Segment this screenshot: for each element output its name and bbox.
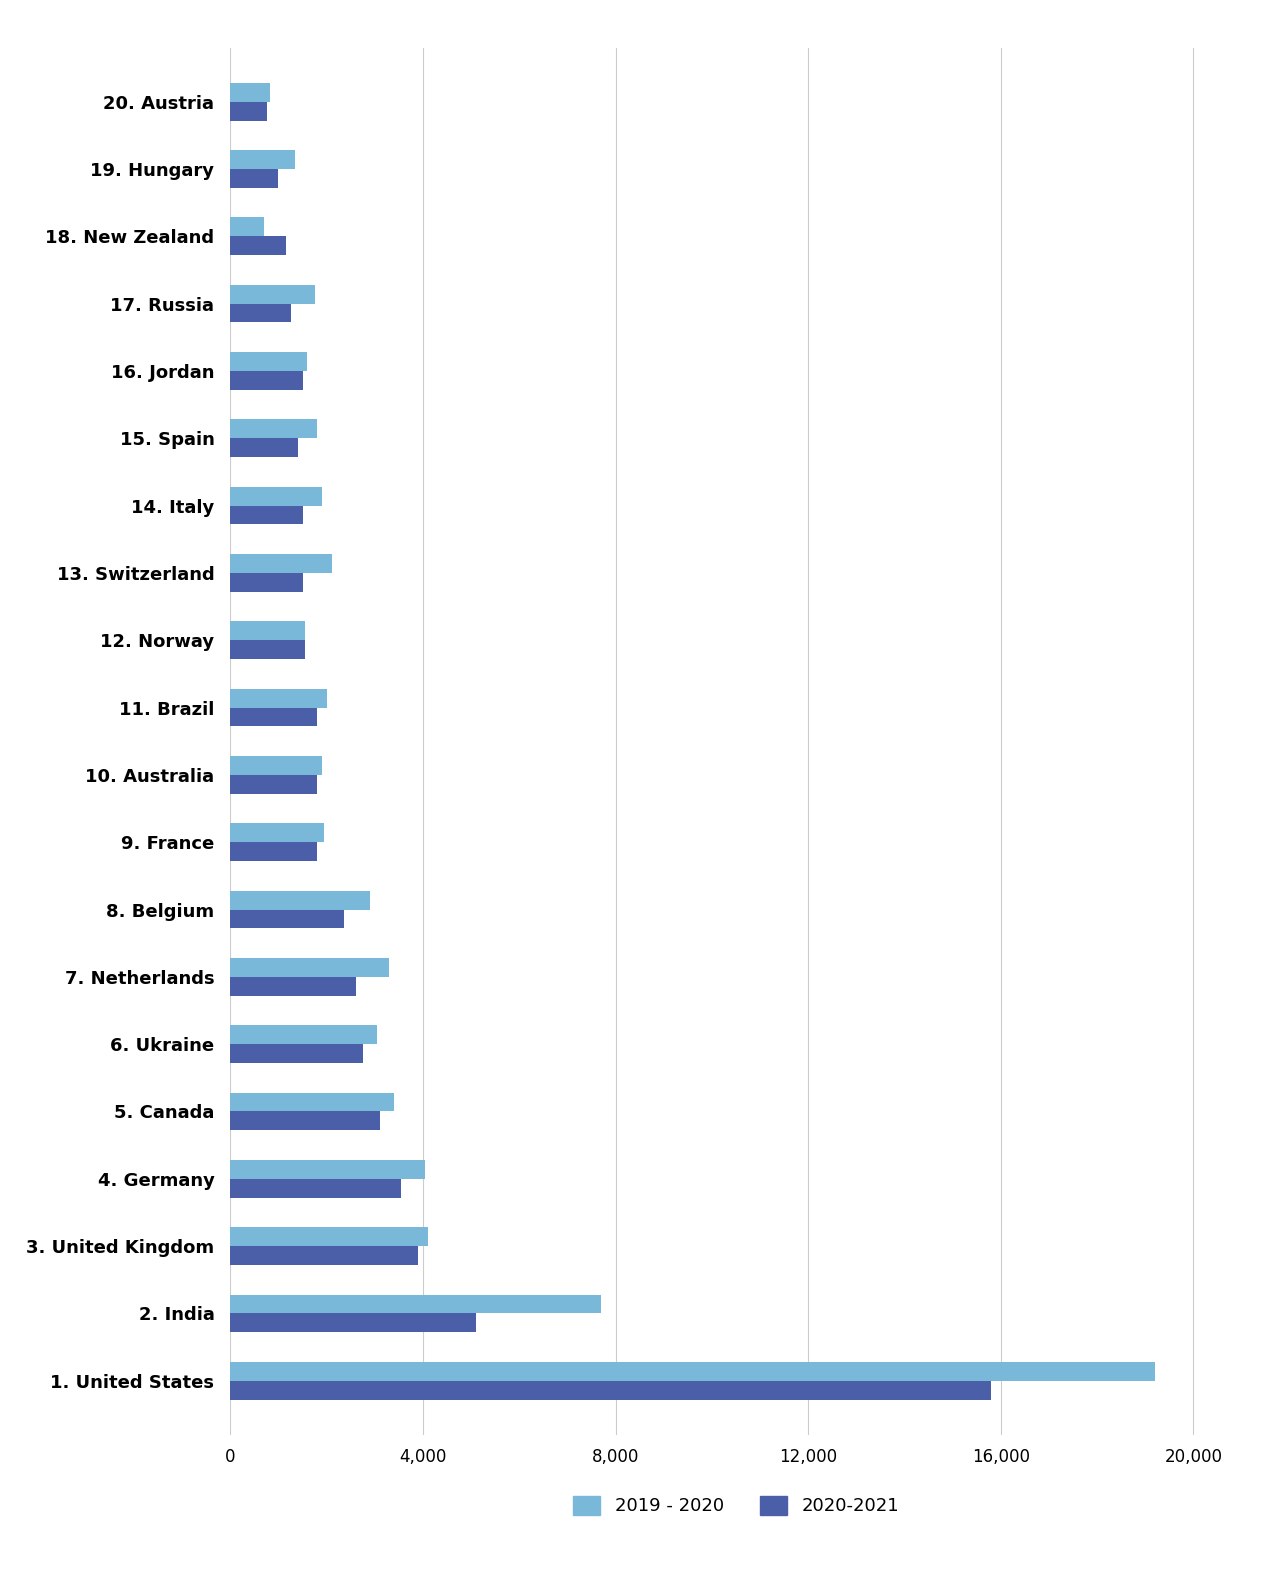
Bar <box>230 1044 362 1063</box>
Bar <box>230 1380 991 1400</box>
Bar <box>230 622 305 641</box>
Bar <box>230 842 317 861</box>
Bar <box>230 910 343 928</box>
Bar <box>230 977 356 996</box>
Bar <box>230 775 317 794</box>
Bar <box>230 572 302 591</box>
Bar <box>230 150 296 169</box>
Bar <box>230 1361 1155 1380</box>
Bar <box>230 352 307 371</box>
Bar <box>230 236 285 255</box>
Bar <box>230 689 326 708</box>
Bar <box>230 217 264 236</box>
Bar <box>230 438 298 457</box>
Bar <box>230 1111 380 1130</box>
Bar <box>230 891 370 910</box>
Bar <box>230 708 317 727</box>
Bar <box>230 1025 378 1044</box>
Bar <box>230 1247 419 1266</box>
Bar <box>230 756 321 775</box>
Bar <box>230 419 317 438</box>
Bar <box>230 486 321 505</box>
Bar <box>230 1227 428 1247</box>
Bar <box>230 1160 425 1180</box>
Bar <box>230 1313 476 1333</box>
Bar <box>230 555 332 572</box>
Bar <box>230 371 302 391</box>
Bar <box>230 102 266 121</box>
Bar <box>230 1092 394 1111</box>
Bar <box>230 285 315 303</box>
Bar <box>230 1180 402 1197</box>
Bar <box>230 169 278 188</box>
Bar <box>230 1294 602 1313</box>
Legend: 2019 - 2020, 2020-2021: 2019 - 2020, 2020-2021 <box>566 1489 906 1522</box>
Bar <box>230 505 302 524</box>
Bar <box>230 83 270 102</box>
Bar <box>230 641 305 658</box>
Bar <box>230 958 389 977</box>
Bar <box>230 824 324 842</box>
Bar <box>230 303 291 322</box>
